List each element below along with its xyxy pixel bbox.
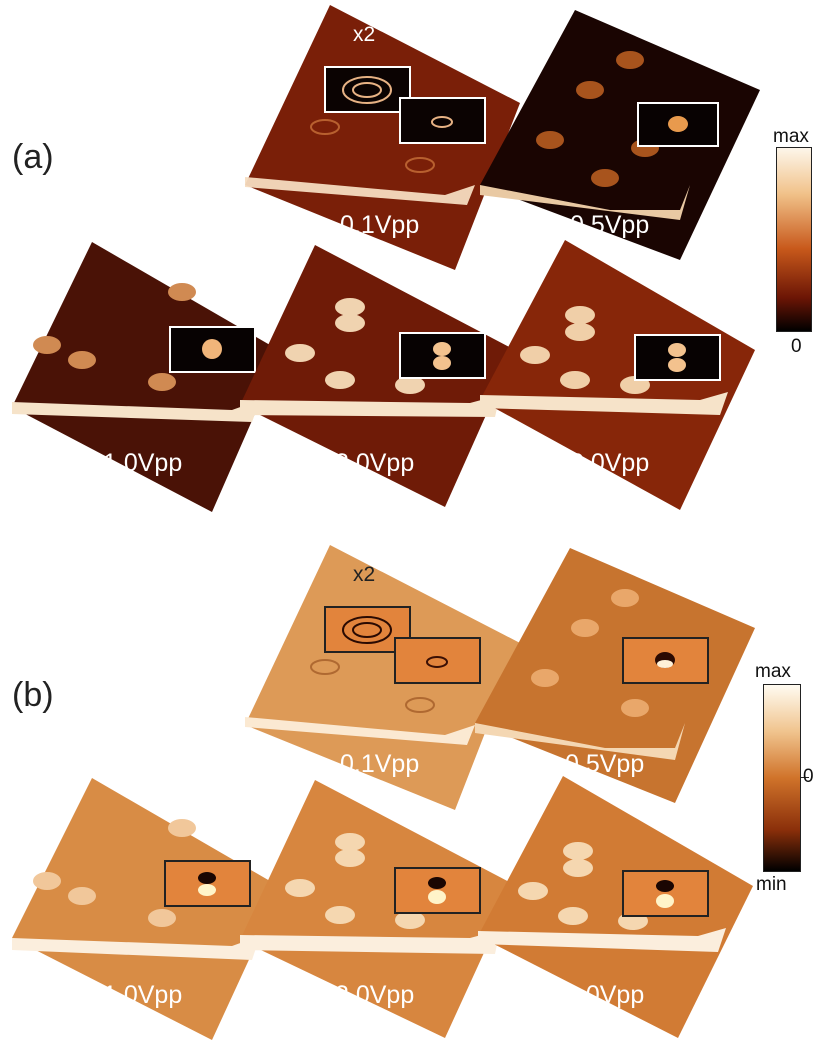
afm-tile-a-2.0vpp (240, 245, 515, 507)
afm-tile-a-0.1vpp (245, 5, 520, 270)
colorbar-a-gradient (776, 147, 812, 332)
afm-tile-a-0.5vpp (480, 10, 760, 260)
inset-a-0.1vpp (399, 97, 486, 144)
colorbar-b-gradient (763, 684, 801, 872)
panel-label-a: (a) (12, 138, 54, 176)
zoom-inset-a-0.1vpp (324, 66, 411, 113)
tile-caption-b-0.1vpp: 0.1Vpp (340, 750, 420, 778)
tile-caption-a-0.5vpp: 0.5Vpp (570, 211, 650, 239)
kpfm-tile-b-2.0vpp (240, 780, 515, 1038)
colorbar-b-zero-tick (801, 777, 809, 778)
kpfm-tile-b-0.5vpp (475, 548, 755, 803)
colorbar-b-zero-label: 0 (803, 766, 814, 787)
colorbar-a-min-label: 0 (791, 336, 802, 357)
colorbar-b-min-label: min (756, 874, 787, 895)
colorbar-b-max-label: max (755, 661, 791, 682)
inset-a-1.0vpp (169, 326, 256, 373)
tile-caption-a-1.0vpp: 1.0Vpp (103, 449, 183, 477)
afm-tile-a-1.0vpp (12, 242, 282, 512)
tile-caption-a-3.0vpp: 3.0Vpp (570, 449, 650, 477)
colorbar-a-max-label: max (773, 126, 809, 147)
kpfm-tile-b-0.1vpp (245, 545, 520, 810)
kpfm-tile-b-3.0vpp (478, 776, 753, 1038)
inset-b-3.0vpp (622, 870, 709, 917)
kpfm-tile-b-1.0vpp (12, 778, 282, 1040)
inset-a-3.0vpp (634, 334, 721, 381)
inset-b-0.1vpp (394, 637, 481, 684)
tile-caption-b-2.0vpp: 2.0Vpp (335, 981, 415, 1009)
tile-caption-a-0.1vpp: 0.1Vpp (340, 211, 420, 239)
tile-caption-a-2.0vpp: 2.0Vpp (335, 449, 415, 477)
zoom-label-b: x2 (353, 563, 376, 586)
tile-caption-b-1.0vpp: 1.0Vpp (103, 981, 183, 1009)
tile-caption-b-3.0vpp: 3.0Vpp (565, 981, 645, 1009)
zoom-label-a: x2 (353, 23, 376, 46)
afm-tile-a-3.0vpp (480, 240, 755, 510)
panel-label-b: (b) (12, 676, 54, 714)
tile-caption-b-0.5vpp: 0.5Vpp (565, 750, 645, 778)
